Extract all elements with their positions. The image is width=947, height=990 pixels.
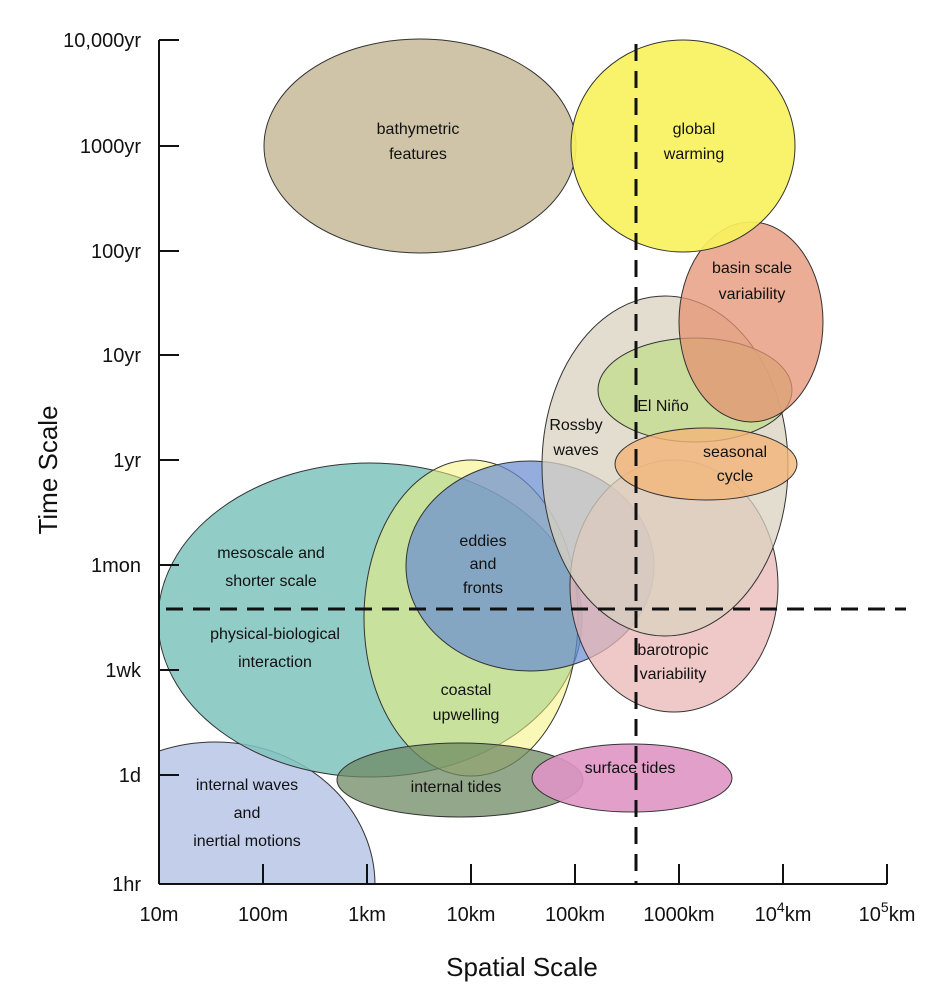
y-tick-label: 10,000yr	[63, 30, 141, 52]
ellipse-seasonal	[614, 427, 798, 501]
x-tick-label: 104km	[755, 899, 812, 926]
label-internal-waves: inertial motions	[193, 833, 301, 850]
label-eddies-fronts: eddies	[459, 533, 506, 550]
x-tick-label: 100m	[238, 904, 288, 926]
label-barotropic: barotropic	[637, 642, 708, 659]
label-internal-waves: and	[234, 805, 261, 822]
y-tick-label: 1000yr	[80, 136, 141, 158]
label-coastal-upwelling: upwelling	[433, 707, 500, 724]
label-bathymetric: features	[389, 146, 447, 163]
label-rossby: waves	[552, 442, 598, 459]
label-seasonal: cycle	[717, 468, 754, 485]
x-axis-title: Spatial Scale	[446, 952, 598, 982]
y-tick-label: 1d	[119, 765, 141, 787]
label-global-warming: global	[673, 121, 716, 138]
x-tick-label: 100km	[545, 904, 605, 926]
y-axis-title: Time Scale	[33, 405, 63, 534]
label-mesoscale: mesoscale and	[217, 545, 325, 562]
label-rossby: Rossby	[549, 417, 602, 434]
label-barotropic: variability	[640, 666, 707, 683]
y-tick-label: 100yr	[91, 241, 141, 263]
label-surface-tides: surface tides	[585, 760, 676, 777]
x-tick-label: 1km	[348, 904, 386, 926]
x-tick-label: 10m	[140, 904, 179, 926]
label-bathymetric: bathymetric	[377, 121, 460, 138]
y-tick-label: 1yr	[113, 450, 141, 472]
label-physical-biological: interaction	[238, 654, 312, 671]
y-tick-label: 1hr	[112, 874, 141, 896]
label-el-nino: El Niño	[637, 398, 689, 415]
label-basin: variability	[719, 286, 786, 303]
label-basin: basin scale	[712, 260, 792, 277]
label-eddies-fronts: and	[470, 556, 497, 573]
label-internal-waves: internal waves	[196, 777, 298, 794]
y-tick-label: 1wk	[105, 660, 142, 682]
label-seasonal: seasonal	[703, 444, 767, 461]
label-physical-biological: physical-biological	[210, 626, 340, 643]
x-tick-label: 1000km	[643, 904, 714, 926]
y-tick-label: 1mon	[91, 555, 141, 577]
ellipse-basin	[678, 221, 824, 423]
label-global-warming: warming	[663, 146, 724, 163]
ellipse-global-warming	[570, 39, 796, 253]
label-internal-tides: internal tides	[411, 779, 502, 796]
label-eddies-fronts: fronts	[463, 580, 503, 597]
x-tick-label: 10km	[447, 904, 496, 926]
y-tick-label: 10yr	[102, 345, 141, 367]
axes: 10,000yr 1000yr 100yr 10yr 1yr 1mon 1wk 1d 1hr 10…	[33, 30, 915, 982]
reference-lines	[166, 44, 906, 884]
phenomena-labels: internal waves and inertial motions mesosca…	[193, 121, 792, 850]
ellipse-internal-waves	[159, 741, 376, 884]
label-coastal-upwelling: coastal	[441, 682, 492, 699]
x-tick-label: 105km	[859, 899, 916, 926]
label-mesoscale: shorter scale	[225, 573, 317, 590]
phenomena-ellipses	[159, 38, 824, 884]
ellipse-surface-tides	[531, 743, 733, 813]
